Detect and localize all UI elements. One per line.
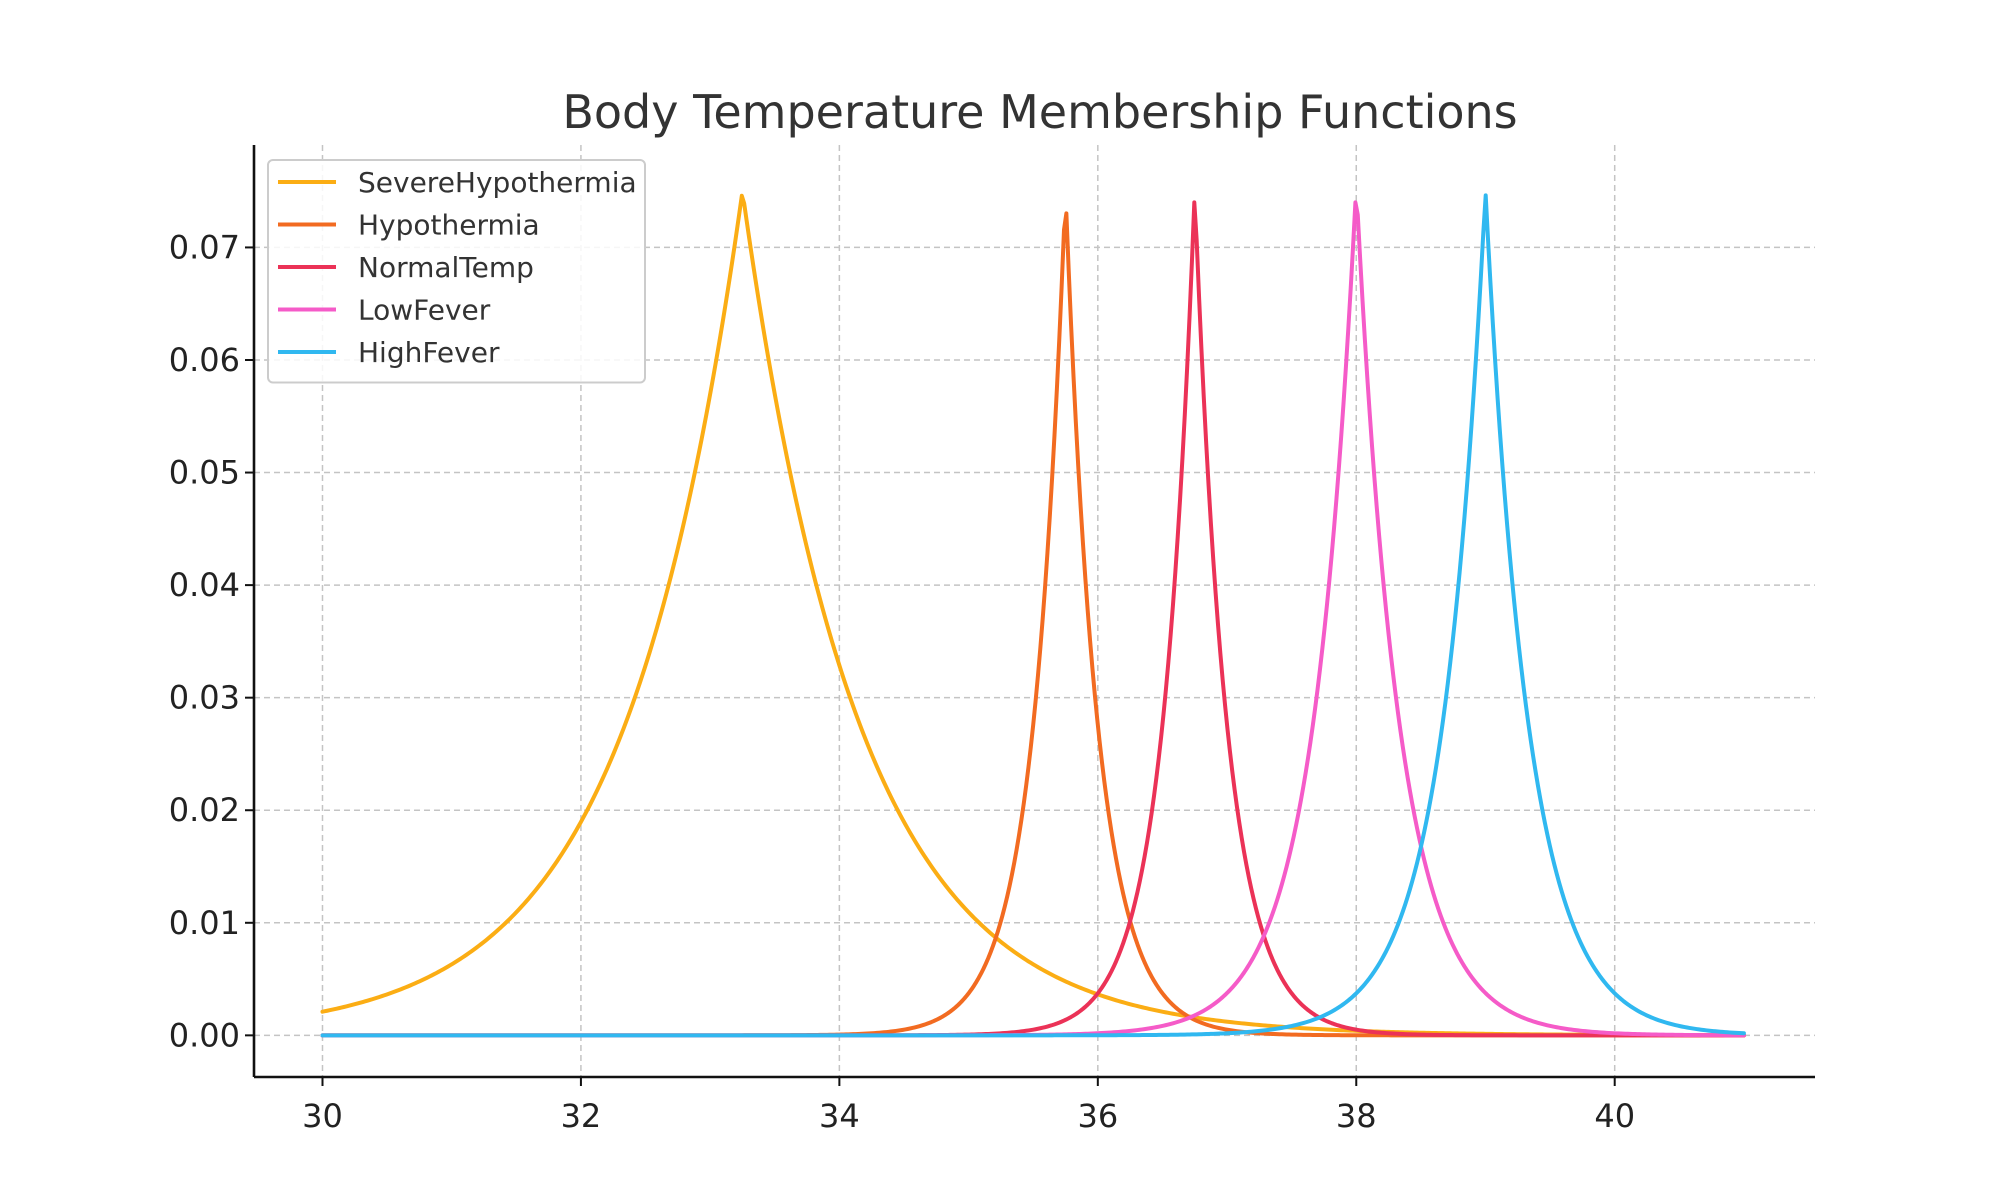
y-tick-label: 0.00 (169, 1016, 240, 1054)
x-tick-label: 36 (1077, 1097, 1118, 1135)
axes: 30 32 34 36 38 40 0.00 0.01 0.02 0.03 0.04 0.05 0.06… (169, 145, 1815, 1135)
x-tick-label: 40 (1594, 1097, 1635, 1135)
x-tick-label: 30 (302, 1097, 343, 1135)
y-tick-label: 0.02 (169, 791, 240, 829)
y-tick-label: 0.01 (169, 904, 240, 942)
y-tick-label: 0.07 (169, 228, 240, 266)
legend-box (267, 159, 646, 384)
legend-label: Hypothermia (358, 209, 540, 242)
x-tick-label: 32 (561, 1097, 602, 1135)
y-tick-label: 0.04 (169, 566, 240, 604)
legend-label: NormalTemp (358, 251, 534, 284)
legend: SevereHypothermia Hypothermia NormalTemp Lo… (267, 159, 646, 384)
chart-title: Body Temperature Membership Functions (562, 85, 1517, 139)
legend-label: HighFever (358, 336, 500, 369)
x-tick-label: 34 (819, 1097, 860, 1135)
y-tick-label: 0.05 (169, 454, 240, 492)
x-tick-label: 38 (1336, 1097, 1377, 1135)
plot-area (320, 193, 1746, 1038)
legend-label: LowFever (358, 294, 491, 327)
y-tick-label: 0.03 (169, 679, 240, 717)
series-line-highfever (320, 193, 1746, 1038)
legend-label: SevereHypothermia (358, 166, 637, 199)
y-tick-label: 0.06 (169, 341, 240, 379)
